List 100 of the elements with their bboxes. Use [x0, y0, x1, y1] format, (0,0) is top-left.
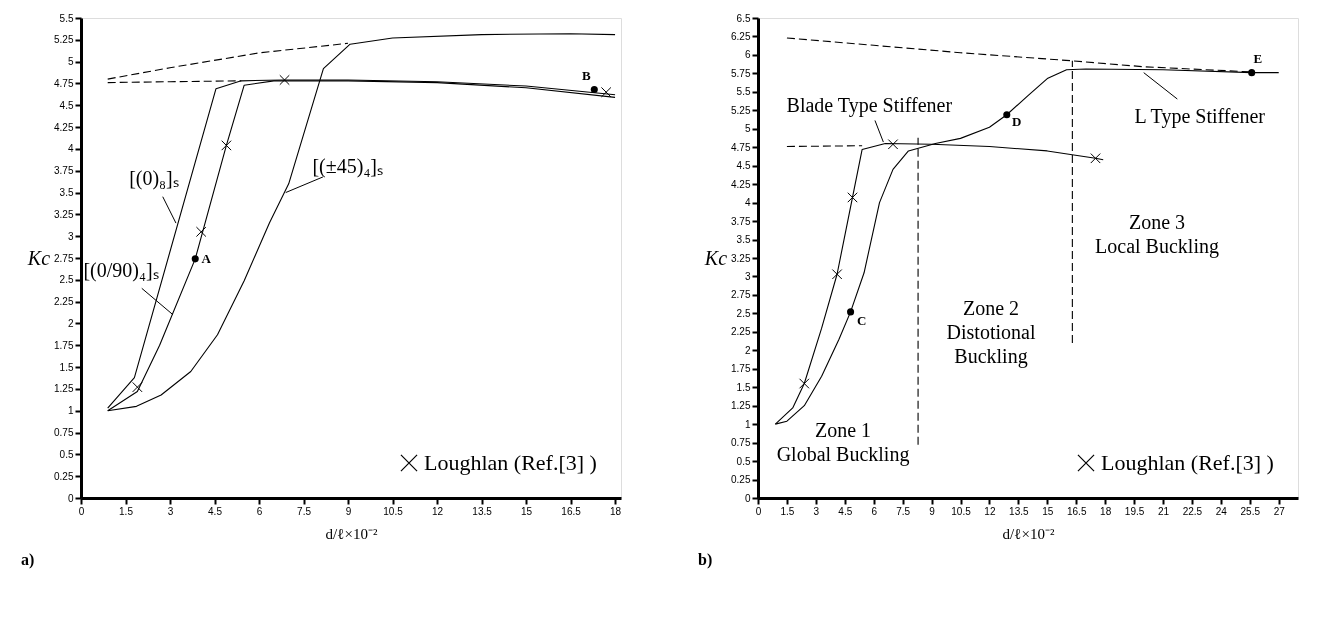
- y-tick-label: 2.5: [736, 307, 751, 319]
- annotation: [(0/90)₄]ₛ: [83, 258, 159, 282]
- annotation: B: [581, 67, 591, 83]
- x-tick-label: 27: [1273, 505, 1286, 517]
- y-tick-label: 2: [744, 344, 751, 356]
- y-tick-label: 1.75: [731, 363, 751, 375]
- y-tick-label: 2: [67, 317, 74, 329]
- annotation: [(0)₈]ₛ: [129, 167, 179, 191]
- y-tick-label: 4.75: [54, 77, 74, 89]
- y-tick-label: 1.25: [54, 383, 74, 395]
- x-tick-label: 7.5: [297, 505, 312, 517]
- x-tick-label: 10.5: [951, 505, 972, 517]
- x-tick-label: 13.5: [1009, 505, 1030, 517]
- x-tick-label: 25.5: [1240, 505, 1261, 517]
- y-tick-label: 2.75: [731, 289, 751, 301]
- y-tick-label: 2.25: [54, 296, 74, 308]
- x-axis-title: d/ℓ×10⁻²: [1002, 525, 1055, 542]
- y-tick-label: 4.5: [736, 160, 751, 172]
- y-axis-title: Kc: [703, 246, 728, 269]
- y-tick-label: 6.25: [731, 30, 751, 42]
- y-tick-label: 1.5: [736, 381, 751, 393]
- y-tick-label: 5: [67, 56, 74, 68]
- y-tick-label: 2.25: [731, 326, 751, 338]
- y-tick-label: 5.5: [736, 86, 751, 98]
- x-tick-label: 6: [871, 505, 878, 517]
- x-tick-label: 3: [167, 505, 174, 517]
- x-axis-title: d/ℓ×10⁻²: [325, 525, 378, 542]
- x-tick-label: 9: [345, 505, 352, 517]
- x-tick-label: 4.5: [838, 505, 853, 517]
- x-tick-label: 13.5: [472, 505, 493, 517]
- x-tick-label: 1.5: [780, 505, 795, 517]
- y-tick-label: 4.75: [731, 141, 751, 153]
- text: b): [698, 551, 713, 569]
- y-tick-label: 2.5: [59, 274, 74, 286]
- annotation: Zone 3 Local Buckling: [1095, 211, 1219, 258]
- x-tick-label: 16.5: [561, 505, 582, 517]
- annotation: D: [1012, 113, 1022, 129]
- y-tick-label: 3.75: [54, 165, 74, 177]
- x-tick-label: 24: [1215, 505, 1228, 517]
- annotation: Zone 1 Global Buckling: [776, 419, 910, 466]
- x-tick-label: 21: [1157, 505, 1170, 517]
- legend-label: Loughlan (Ref.[3] ): [424, 450, 597, 475]
- annotation: E: [1253, 50, 1263, 66]
- y-tick-label: 6.5: [736, 12, 751, 24]
- annotation: L Type Stiffener: [1134, 104, 1266, 128]
- y-tick-label: 0.25: [731, 474, 751, 486]
- y-tick-label: 5.25: [54, 34, 74, 46]
- y-tick-label: 5.5: [59, 12, 74, 24]
- y-tick-label: 1.5: [59, 361, 74, 373]
- y-tick-label: 4.25: [731, 178, 751, 190]
- y-tick-label: 5.25: [731, 104, 751, 116]
- y-tick-label: 1: [67, 405, 74, 417]
- y-tick-label: 0.75: [731, 437, 751, 449]
- legend-label: Loughlan (Ref.[3] ): [1101, 450, 1274, 475]
- y-tick-label: 4.5: [59, 99, 74, 111]
- x-tick-label: 0: [78, 505, 85, 517]
- y-tick-label: 1: [744, 418, 751, 430]
- annotation: A: [201, 250, 212, 266]
- x-tick-label: 15: [520, 505, 533, 517]
- y-tick-label: 2.75: [54, 252, 74, 264]
- y-tick-label: 5.75: [731, 67, 751, 79]
- y-tick-label: 6: [744, 49, 751, 61]
- annotation: C: [856, 312, 867, 328]
- x-tick-label: 9: [929, 505, 936, 517]
- y-tick-label: 3.25: [54, 208, 74, 220]
- y-tick-label: 0.25: [54, 470, 74, 482]
- x-tick-label: 3: [813, 505, 820, 517]
- y-tick-label: 5: [744, 123, 751, 135]
- y-tick-label: 4: [744, 197, 751, 209]
- x-tick-label: 12: [984, 505, 996, 517]
- y-axis-title: Kc: [26, 246, 51, 269]
- y-tick-label: 3: [744, 270, 751, 282]
- x-tick-label: 16.5: [1066, 505, 1087, 517]
- y-tick-label: 0.75: [54, 427, 74, 439]
- x-tick-label: 19.5: [1124, 505, 1145, 517]
- y-tick-label: 1.25: [731, 400, 751, 412]
- y-tick-label: 0.5: [736, 455, 751, 467]
- x-tick-label: 4.5: [208, 505, 223, 517]
- y-tick-label: 3: [67, 230, 74, 242]
- x-tick-label: 6: [256, 505, 263, 517]
- annotation: [(±45)₄]ₛ: [312, 154, 384, 178]
- y-tick-label: 3.5: [736, 234, 751, 246]
- x-tick-label: 7.5: [896, 505, 911, 517]
- y-tick-label: 0: [67, 492, 74, 504]
- text: a): [21, 551, 35, 569]
- y-tick-label: 0: [744, 492, 751, 504]
- x-tick-label: 18: [610, 505, 622, 517]
- y-tick-label: 3.5: [59, 187, 74, 199]
- x-tick-label: 22.5: [1182, 505, 1203, 517]
- x-tick-label: 1.5: [119, 505, 134, 517]
- x-tick-label: 18: [1100, 505, 1112, 517]
- x-tick-label: 15: [1042, 505, 1054, 517]
- y-tick-label: 4: [67, 143, 74, 155]
- x-tick-label: 10.5: [383, 505, 404, 517]
- y-tick-label: 0.5: [59, 448, 74, 460]
- y-tick-label: 3.75: [731, 215, 751, 227]
- x-tick-label: 12: [431, 505, 444, 517]
- annotation: Zone 2 Distotional Buckling: [946, 297, 1036, 368]
- annotation: Blade Type Stiffener: [786, 94, 953, 118]
- y-tick-label: 3.25: [731, 252, 751, 264]
